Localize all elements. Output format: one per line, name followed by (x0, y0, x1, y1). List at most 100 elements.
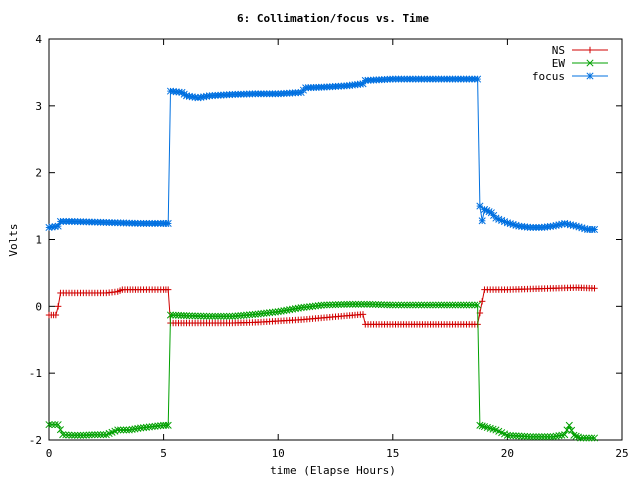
data-point (590, 225, 599, 234)
data-point (443, 301, 451, 309)
data-point (205, 312, 213, 320)
data-point (280, 307, 288, 315)
data-point (460, 301, 468, 309)
data-point (271, 308, 279, 316)
data-point (476, 202, 484, 210)
data-point (52, 311, 60, 319)
data-point (476, 421, 484, 429)
data-point (478, 217, 486, 225)
data-point (397, 301, 405, 309)
data-point (166, 311, 175, 319)
data-point (317, 301, 325, 309)
data-point (426, 301, 434, 309)
data-point (309, 302, 317, 310)
data-point (394, 301, 403, 309)
data-point (478, 422, 486, 430)
plot-frame (48, 38, 623, 441)
data-point (122, 426, 130, 434)
data-point (357, 300, 365, 308)
data-point (117, 426, 125, 434)
data-point (346, 300, 354, 308)
data-point (577, 434, 585, 442)
data-point (337, 300, 345, 309)
series-line (48, 78, 595, 230)
data-point (372, 300, 380, 309)
x-tick-label: 15 (386, 447, 399, 460)
data-point (300, 303, 308, 311)
data-point (294, 304, 302, 312)
data-point (283, 306, 291, 314)
data-point (225, 312, 234, 320)
data-point (417, 301, 426, 309)
data-point (465, 301, 473, 309)
data-point (254, 310, 262, 318)
data-point (177, 311, 185, 320)
data-point (260, 309, 268, 317)
data-point (45, 421, 53, 429)
data-point (526, 433, 534, 441)
data-point (214, 312, 222, 320)
data-point (137, 424, 145, 432)
data-point (506, 431, 514, 440)
data-point (329, 301, 337, 309)
data-point (151, 422, 159, 430)
data-point (62, 431, 70, 439)
data-point (354, 300, 362, 308)
y-tick-label: -2 (29, 434, 42, 447)
data-point (194, 312, 202, 320)
data-point (543, 433, 552, 441)
data-point (180, 312, 188, 320)
data-point (131, 425, 139, 433)
x-tick-label: 10 (272, 447, 285, 460)
data-point (323, 301, 331, 309)
data-point (515, 432, 523, 440)
data-point (383, 301, 391, 309)
data-point (457, 301, 465, 309)
series-layer (45, 75, 599, 442)
data-point (303, 303, 311, 311)
data-point (415, 301, 423, 309)
data-point (223, 312, 231, 320)
data-point (94, 431, 102, 439)
data-point (164, 286, 172, 293)
data-point (474, 301, 482, 309)
data-point (541, 433, 549, 441)
legend-label: focus (532, 70, 565, 83)
chart-title: 6: Collimation/focus vs. Time (237, 12, 429, 25)
data-point (231, 312, 239, 320)
data-point (429, 301, 437, 309)
x-axis-label: time (Elapse Hours) (270, 464, 396, 477)
series-ns (45, 284, 598, 328)
y-tick-label: -1 (29, 367, 42, 380)
data-point (54, 421, 62, 429)
data-point (512, 432, 520, 440)
data-point (386, 301, 394, 309)
data-point (142, 423, 150, 431)
data-point (251, 310, 259, 318)
data-point (203, 312, 211, 320)
data-point (164, 219, 172, 228)
data-point (76, 431, 85, 439)
data-point (564, 220, 572, 228)
x-tick-label: 25 (615, 447, 628, 460)
data-point (565, 421, 573, 429)
data-point (228, 312, 236, 320)
data-point (311, 302, 319, 310)
data-point (474, 75, 482, 83)
data-point (478, 298, 486, 305)
data-point (257, 310, 265, 318)
data-point (148, 423, 156, 431)
y-tick-label: 4 (35, 33, 42, 46)
data-point (549, 433, 557, 441)
data-point (208, 312, 216, 320)
data-point (561, 431, 569, 439)
data-point (468, 301, 476, 309)
data-point (570, 431, 578, 439)
data-point (555, 221, 563, 229)
data-point (197, 312, 205, 320)
data-point (412, 301, 420, 309)
data-point (237, 312, 245, 320)
data-point (248, 311, 256, 319)
data-point (65, 431, 73, 439)
data-point (586, 46, 594, 54)
